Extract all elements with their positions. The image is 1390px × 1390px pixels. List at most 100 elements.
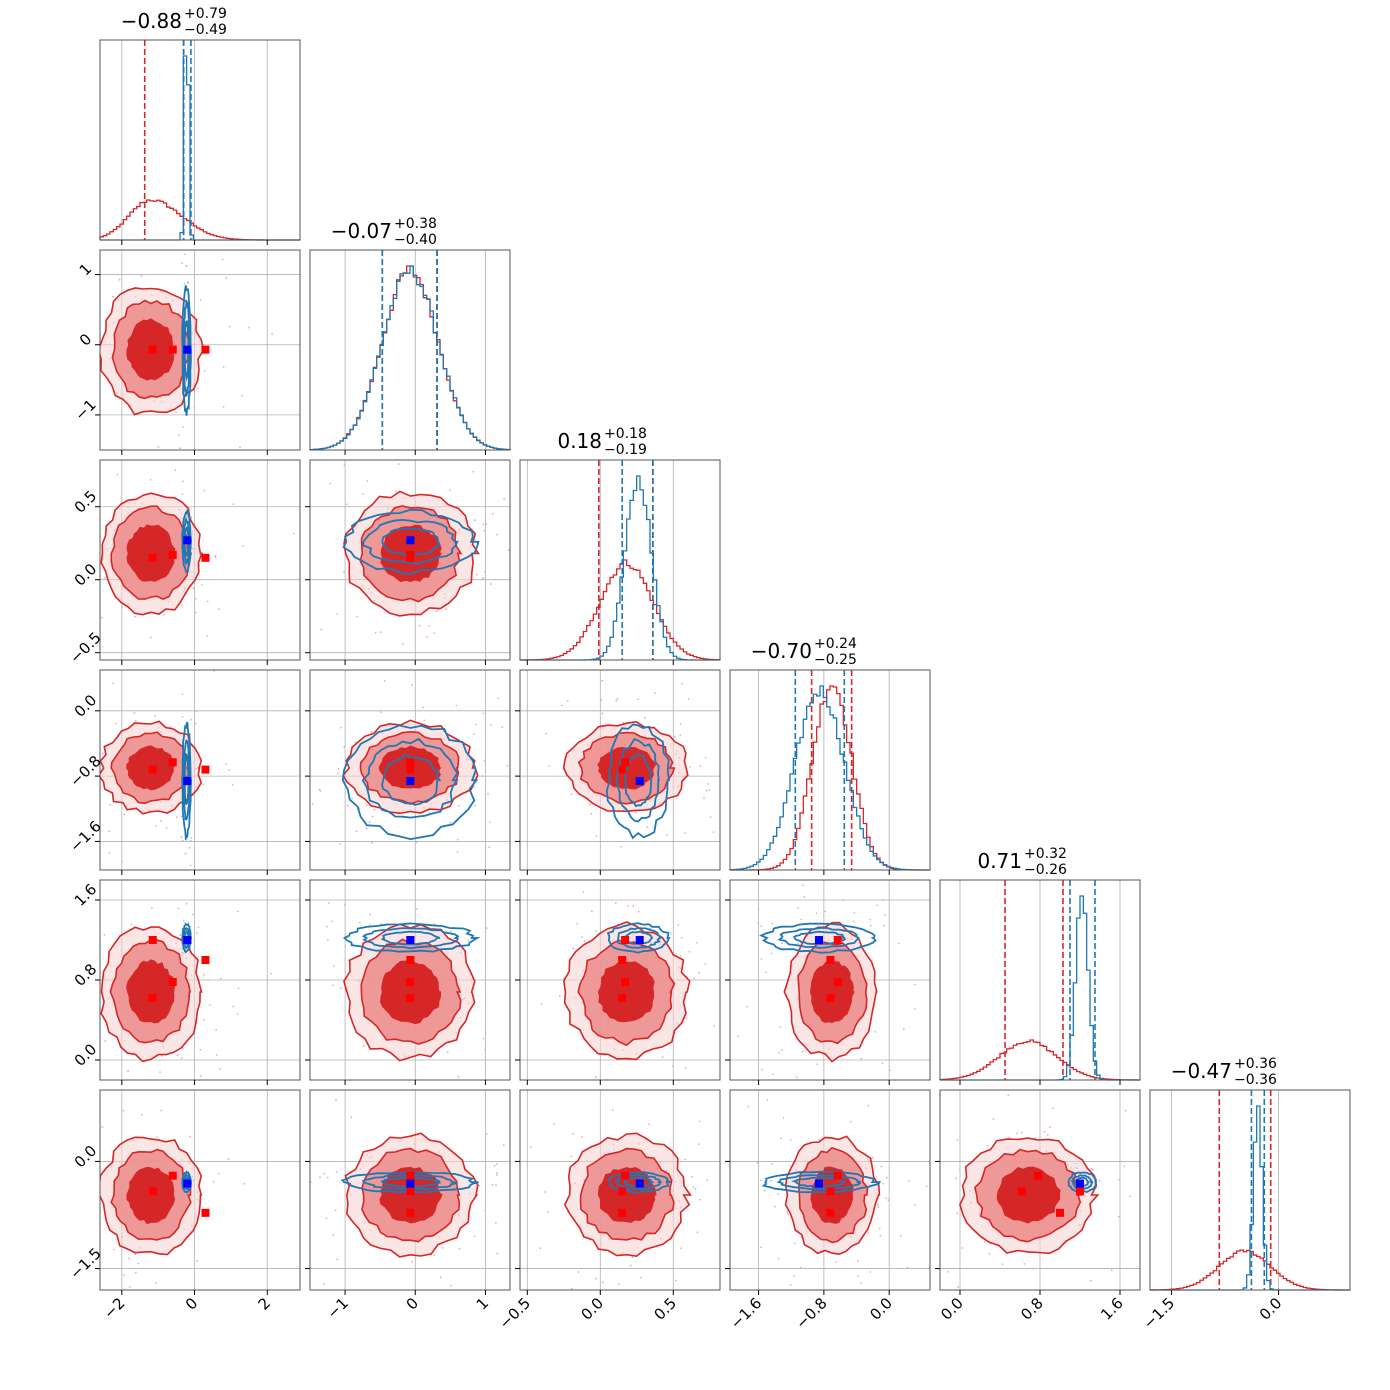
sample-point xyxy=(674,735,676,738)
sample-point xyxy=(339,843,342,846)
sample-point xyxy=(149,653,151,655)
blue-histogram xyxy=(1150,1105,1350,1291)
sample-point xyxy=(583,940,586,943)
param-title-plus: +0.79 xyxy=(184,6,227,22)
panel-frame xyxy=(309,1089,511,1291)
sample-point xyxy=(726,922,728,924)
diag-panel-3: 0.18 +0.18−0.19 xyxy=(519,426,721,661)
sample-point xyxy=(456,838,459,841)
sample-point xyxy=(760,925,763,928)
sample-point xyxy=(181,693,184,695)
x-tick-label: −0.8 xyxy=(792,1294,830,1332)
sample-point xyxy=(961,1247,964,1249)
sample-point xyxy=(423,719,426,722)
sample-point xyxy=(765,971,767,974)
sample-point xyxy=(380,711,382,713)
panel-frame xyxy=(519,669,721,871)
y-tick-label: −1.6 xyxy=(66,817,104,855)
sample-point xyxy=(328,902,330,904)
sample-point xyxy=(108,852,111,855)
blue-contour xyxy=(1070,1173,1094,1191)
sample-point xyxy=(1042,1297,1044,1299)
sample-point xyxy=(433,632,436,634)
sample-point xyxy=(595,930,598,932)
red-truth-marker xyxy=(406,1208,415,1217)
sample-point xyxy=(182,480,184,483)
red-histogram xyxy=(519,559,721,661)
sample-point xyxy=(925,1185,928,1187)
sample-point xyxy=(789,1139,792,1141)
sample-point xyxy=(232,503,235,505)
sample-point xyxy=(123,229,125,231)
red-truth-marker xyxy=(148,345,157,354)
sample-point xyxy=(709,816,712,818)
sample-point xyxy=(395,490,397,493)
sample-point xyxy=(101,752,104,755)
blue-truth-marker xyxy=(406,1179,415,1188)
red-truth-marker xyxy=(406,1187,415,1196)
blue-truth-marker xyxy=(635,1179,644,1188)
sample-point xyxy=(548,765,551,767)
sample-point xyxy=(601,1281,604,1284)
sample-point xyxy=(212,1180,215,1183)
sample-point xyxy=(85,1215,87,1217)
param-title-plus: +0.36 xyxy=(1234,1056,1277,1072)
red-truth-marker xyxy=(406,550,415,559)
sample-point xyxy=(174,469,177,472)
sample-point xyxy=(458,456,460,458)
sample-point xyxy=(1118,1178,1120,1181)
param-title-minus: −0.25 xyxy=(814,652,857,668)
sample-point xyxy=(183,283,186,285)
diag-panel-2: −0.07 +0.38−0.40 xyxy=(309,216,511,451)
sample-point xyxy=(632,904,635,907)
sample-point xyxy=(522,1377,524,1379)
sample-point xyxy=(148,476,150,478)
sample-point xyxy=(365,1051,367,1053)
x-tick-label: 0 xyxy=(182,1294,201,1313)
sample-point xyxy=(907,1180,910,1182)
sample-point xyxy=(954,1177,957,1180)
blue-contour xyxy=(793,930,846,946)
sample-point xyxy=(655,1086,657,1088)
sample-point xyxy=(118,278,121,281)
pair-panel-6-2 xyxy=(309,1051,511,1331)
sample-point xyxy=(802,884,804,887)
sample-point xyxy=(149,479,152,481)
blue-contour xyxy=(181,721,192,841)
red-truth-marker xyxy=(1034,1171,1042,1180)
sample-point xyxy=(288,784,290,786)
sample-point xyxy=(399,1329,401,1331)
sample-point xyxy=(199,1075,202,1078)
sample-point xyxy=(507,549,510,551)
sample-point xyxy=(691,1175,693,1178)
sample-point xyxy=(723,1169,725,1171)
sample-point xyxy=(679,722,682,725)
pair-panel-6-3 xyxy=(516,1086,725,1379)
x-tick-label: 0.5 xyxy=(651,1294,681,1324)
sample-point xyxy=(383,679,386,682)
sample-point xyxy=(1129,1195,1131,1198)
sample-point xyxy=(879,1234,882,1237)
blue-contour xyxy=(381,1176,442,1188)
sample-point xyxy=(835,1261,838,1263)
sample-point xyxy=(684,1067,687,1069)
sample-point xyxy=(134,1271,137,1274)
sample-point xyxy=(366,480,369,482)
red-truth-marker xyxy=(148,936,157,944)
blue-contour xyxy=(381,527,440,556)
red-truth-marker xyxy=(618,765,627,774)
sample-point xyxy=(335,1171,338,1174)
sample-point xyxy=(192,913,194,916)
sample-point xyxy=(1034,1137,1037,1139)
panel-frame xyxy=(99,669,301,871)
sample-point xyxy=(24,362,26,364)
sample-point xyxy=(319,790,322,792)
sample-point xyxy=(885,1197,887,1200)
sample-point xyxy=(648,1123,650,1126)
sample-point xyxy=(185,451,187,453)
sample-point xyxy=(539,1247,542,1250)
sample-point xyxy=(496,1171,498,1174)
sample-point xyxy=(759,1179,762,1182)
sample-point xyxy=(516,1199,518,1201)
sample-point xyxy=(692,1186,695,1188)
